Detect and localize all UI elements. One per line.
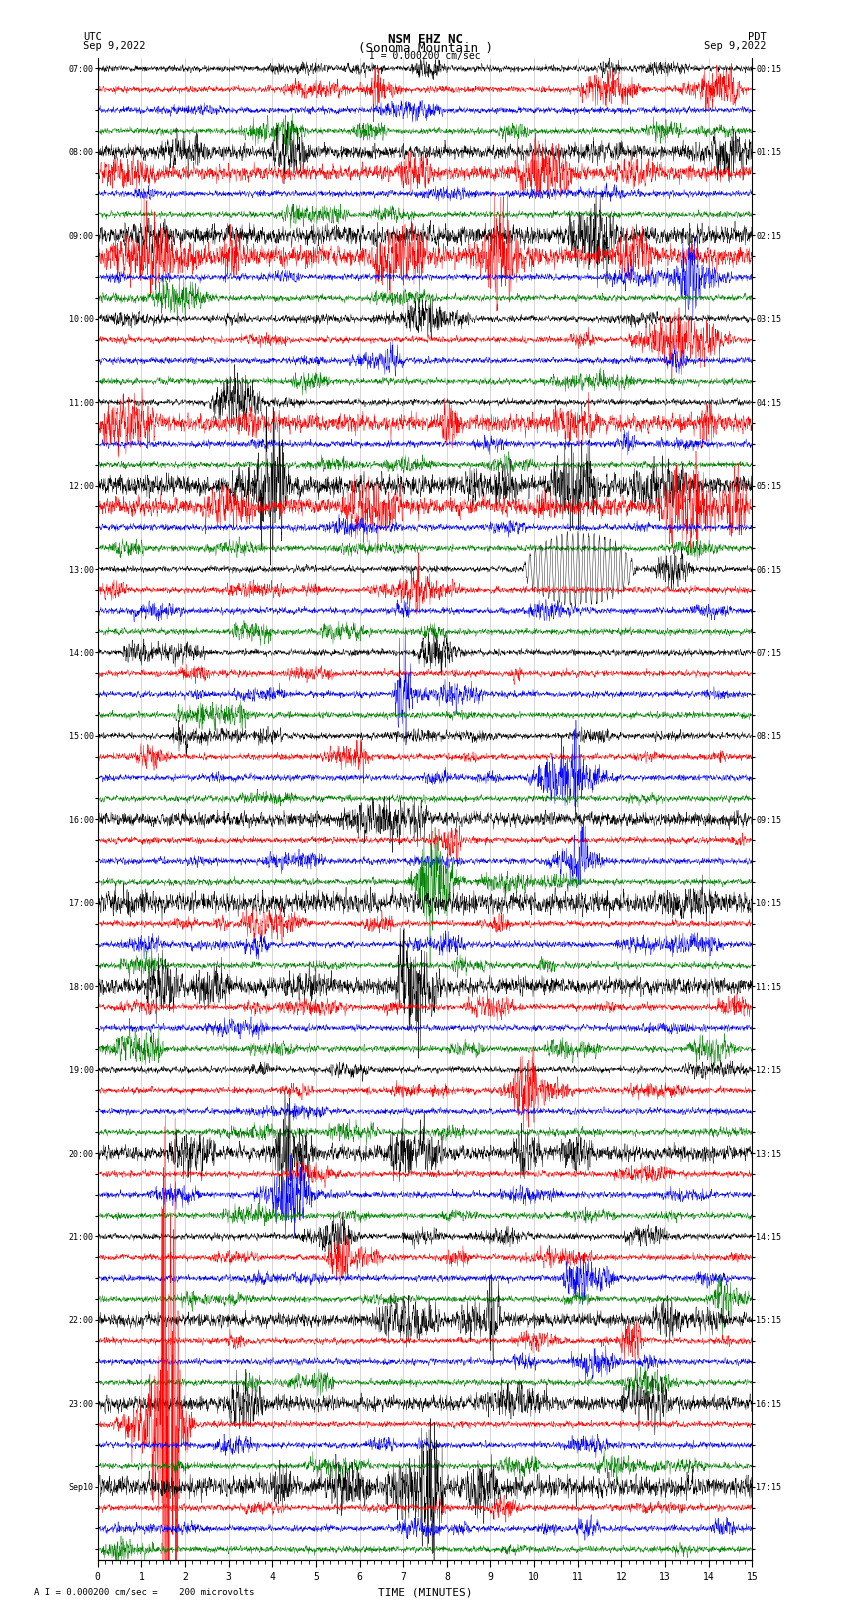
Text: UTC: UTC <box>83 32 102 42</box>
X-axis label: TIME (MINUTES): TIME (MINUTES) <box>377 1587 473 1597</box>
Text: A I = 0.000200 cm/sec =    200 microvolts: A I = 0.000200 cm/sec = 200 microvolts <box>34 1587 254 1597</box>
Text: Sep 9,2022: Sep 9,2022 <box>704 40 767 52</box>
Text: PDT: PDT <box>748 32 767 42</box>
Text: NSM EHZ NC: NSM EHZ NC <box>388 32 462 47</box>
Text: I = 0.000200 cm/sec: I = 0.000200 cm/sec <box>369 50 481 61</box>
Text: Sep 9,2022: Sep 9,2022 <box>83 40 146 52</box>
Text: (Sonoma Mountain ): (Sonoma Mountain ) <box>358 42 492 55</box>
